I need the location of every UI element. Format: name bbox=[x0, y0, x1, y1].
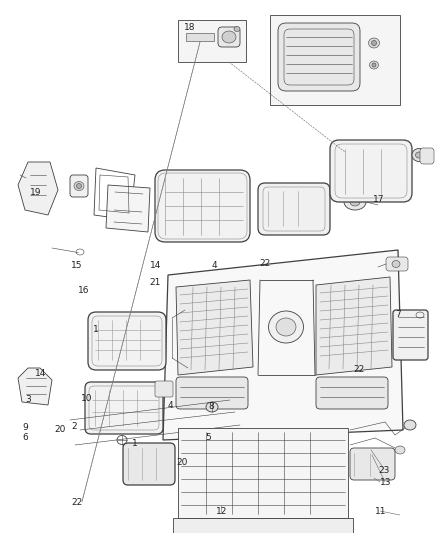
Text: 23: 23 bbox=[378, 466, 390, 474]
Ellipse shape bbox=[416, 152, 423, 158]
Polygon shape bbox=[163, 250, 403, 440]
FancyBboxPatch shape bbox=[386, 257, 408, 271]
Text: 7: 7 bbox=[396, 310, 402, 319]
Ellipse shape bbox=[404, 420, 416, 430]
Text: 1: 1 bbox=[132, 439, 138, 448]
Ellipse shape bbox=[74, 182, 84, 190]
Bar bbox=[178, 20, 246, 62]
FancyBboxPatch shape bbox=[330, 140, 412, 202]
Text: 4: 4 bbox=[168, 401, 173, 409]
FancyBboxPatch shape bbox=[176, 377, 248, 409]
Text: 22: 22 bbox=[259, 260, 271, 268]
Text: 22: 22 bbox=[353, 365, 365, 374]
Ellipse shape bbox=[372, 63, 376, 67]
FancyBboxPatch shape bbox=[316, 377, 388, 409]
Text: 13: 13 bbox=[380, 478, 391, 487]
Polygon shape bbox=[18, 368, 52, 405]
Ellipse shape bbox=[206, 402, 218, 412]
Polygon shape bbox=[18, 162, 58, 215]
Bar bbox=[186, 33, 214, 41]
Text: 20: 20 bbox=[55, 425, 66, 433]
Polygon shape bbox=[176, 280, 253, 375]
Text: 22: 22 bbox=[71, 498, 82, 506]
Ellipse shape bbox=[368, 38, 379, 48]
Bar bbox=[173, 518, 353, 533]
Bar bbox=[270, 15, 400, 105]
Text: 6: 6 bbox=[22, 433, 28, 441]
Ellipse shape bbox=[276, 318, 296, 336]
FancyBboxPatch shape bbox=[123, 443, 175, 485]
FancyBboxPatch shape bbox=[278, 23, 360, 91]
Polygon shape bbox=[316, 277, 392, 375]
Polygon shape bbox=[106, 185, 150, 232]
FancyBboxPatch shape bbox=[350, 448, 395, 480]
Ellipse shape bbox=[222, 31, 236, 43]
Ellipse shape bbox=[234, 27, 240, 31]
Text: 15: 15 bbox=[71, 261, 82, 270]
Ellipse shape bbox=[412, 149, 426, 161]
Ellipse shape bbox=[392, 261, 400, 268]
Text: 1: 1 bbox=[92, 325, 99, 334]
Text: 16: 16 bbox=[78, 286, 89, 295]
Ellipse shape bbox=[350, 198, 360, 206]
Ellipse shape bbox=[77, 183, 81, 189]
Ellipse shape bbox=[268, 311, 304, 343]
FancyBboxPatch shape bbox=[85, 382, 163, 434]
Text: 17: 17 bbox=[373, 196, 385, 204]
FancyBboxPatch shape bbox=[88, 312, 166, 370]
Text: 5: 5 bbox=[205, 433, 211, 441]
FancyBboxPatch shape bbox=[155, 381, 173, 397]
Text: 19: 19 bbox=[30, 189, 42, 197]
FancyBboxPatch shape bbox=[218, 27, 240, 47]
Text: 18: 18 bbox=[184, 23, 195, 32]
FancyBboxPatch shape bbox=[393, 310, 428, 360]
FancyBboxPatch shape bbox=[258, 183, 330, 235]
Text: 8: 8 bbox=[208, 402, 214, 410]
Ellipse shape bbox=[370, 61, 378, 69]
Text: 10: 10 bbox=[81, 394, 92, 402]
FancyBboxPatch shape bbox=[155, 170, 250, 242]
Text: 3: 3 bbox=[25, 395, 32, 404]
FancyBboxPatch shape bbox=[70, 175, 88, 197]
Text: 11: 11 bbox=[375, 507, 387, 516]
Text: 9: 9 bbox=[22, 424, 28, 432]
Text: 20: 20 bbox=[176, 458, 187, 467]
Bar bbox=[178, 428, 348, 518]
Text: 21: 21 bbox=[150, 278, 161, 287]
Text: 14: 14 bbox=[35, 369, 46, 377]
Ellipse shape bbox=[344, 194, 366, 210]
FancyBboxPatch shape bbox=[420, 148, 434, 164]
Ellipse shape bbox=[371, 41, 377, 45]
Text: 2: 2 bbox=[72, 422, 77, 431]
Ellipse shape bbox=[395, 446, 405, 454]
Text: 12: 12 bbox=[215, 507, 227, 516]
Text: 14: 14 bbox=[150, 261, 161, 270]
Text: 4: 4 bbox=[212, 261, 217, 270]
